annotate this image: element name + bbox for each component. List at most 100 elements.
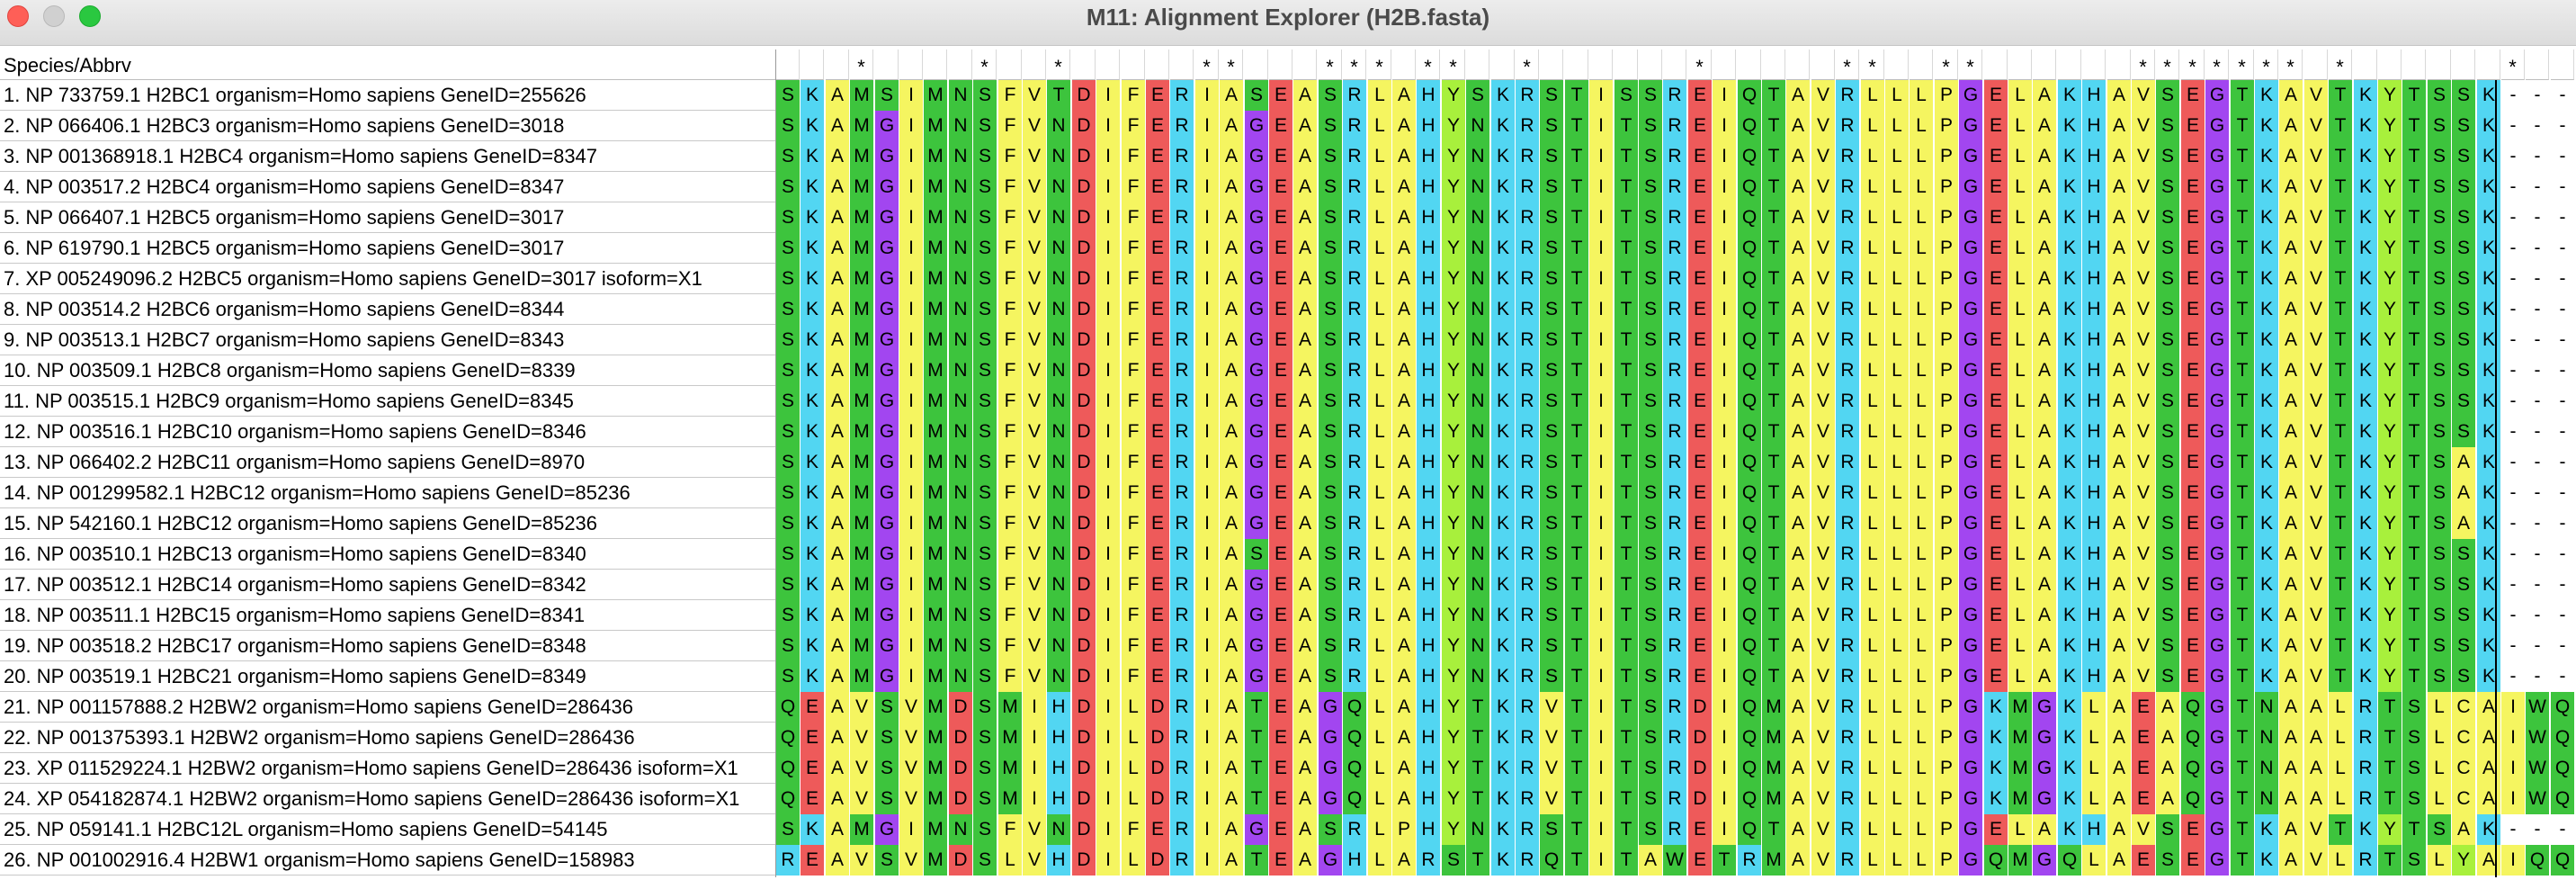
residue-cell[interactable]: I bbox=[899, 478, 923, 508]
residue-cell[interactable]: R bbox=[1516, 784, 1539, 814]
residue-cell[interactable]: L bbox=[1861, 233, 1884, 264]
residue-cell[interactable]: K bbox=[2354, 417, 2377, 447]
residue-cell[interactable]: I bbox=[1195, 386, 1219, 417]
residue-cell[interactable]: I bbox=[1195, 508, 1219, 539]
residue-cell[interactable]: P bbox=[1935, 478, 1958, 508]
residue-cell[interactable]: T bbox=[2329, 294, 2352, 325]
residue-cell[interactable]: I bbox=[899, 233, 923, 264]
residue-cell[interactable]: N bbox=[1466, 386, 1489, 417]
residue-cell[interactable]: T bbox=[1565, 325, 1588, 355]
residue-cell[interactable]: T bbox=[1614, 202, 1638, 233]
residue-cell[interactable]: S bbox=[1540, 417, 1563, 447]
residue-cell[interactable]: S bbox=[1639, 478, 1662, 508]
residue-cell[interactable]: - bbox=[2501, 600, 2525, 631]
residue-cell[interactable]: A bbox=[2033, 570, 2056, 600]
residue-cell[interactable]: K bbox=[2058, 355, 2081, 386]
residue-cell[interactable]: I bbox=[899, 570, 923, 600]
residue-cell[interactable]: S bbox=[1639, 111, 1662, 141]
residue-cell[interactable]: V bbox=[1811, 845, 1835, 876]
residue-cell[interactable]: T bbox=[2329, 202, 2352, 233]
residue-cell[interactable]: D bbox=[1072, 723, 1096, 753]
residue-cell[interactable]: S bbox=[2156, 233, 2179, 264]
residue-cell[interactable]: L bbox=[2008, 202, 2032, 233]
residue-cell[interactable]: N bbox=[1047, 478, 1070, 508]
residue-cell[interactable]: N bbox=[1466, 264, 1489, 294]
residue-cell[interactable]: - bbox=[2551, 600, 2574, 631]
residue-cell[interactable]: T bbox=[2378, 845, 2402, 876]
residue-cell[interactable]: K bbox=[801, 111, 824, 141]
residue-cell[interactable]: E bbox=[2132, 753, 2155, 784]
residue-cell[interactable]: Q bbox=[2551, 753, 2574, 784]
residue-cell[interactable]: E bbox=[1146, 141, 1169, 172]
residue-cell[interactable]: S bbox=[2156, 264, 2179, 294]
residue-cell[interactable]: Q bbox=[1540, 845, 1563, 876]
residue-cell[interactable]: S bbox=[2428, 202, 2451, 233]
residue-cell[interactable]: M bbox=[998, 723, 1022, 753]
residue-cell[interactable]: G bbox=[1245, 233, 1268, 264]
residue-cell[interactable]: F bbox=[998, 570, 1022, 600]
residue-cell[interactable]: E bbox=[1984, 80, 2008, 111]
sequence-name[interactable]: 21. NP 001157888.2 H2BW2 organism=Homo s… bbox=[0, 692, 775, 723]
residue-cell[interactable]: E bbox=[1269, 692, 1292, 723]
residue-cell[interactable]: A bbox=[1392, 386, 1416, 417]
residue-cell[interactable]: I bbox=[1096, 661, 1120, 692]
residue-cell[interactable]: R bbox=[2354, 692, 2377, 723]
residue-cell[interactable]: V bbox=[2304, 355, 2328, 386]
residue-cell[interactable]: Y bbox=[1442, 325, 1465, 355]
residue-cell[interactable]: M bbox=[924, 814, 947, 845]
residue-cell[interactable]: Q bbox=[1738, 723, 1761, 753]
residue-cell[interactable]: F bbox=[998, 386, 1022, 417]
residue-cell[interactable]: K bbox=[2058, 753, 2081, 784]
residue-cell[interactable]: K bbox=[801, 386, 824, 417]
residue-cell[interactable]: T bbox=[1614, 417, 1638, 447]
residue-cell[interactable]: K bbox=[2255, 631, 2278, 661]
residue-cell[interactable]: S bbox=[1245, 539, 1268, 570]
residue-cell[interactable]: I bbox=[1713, 570, 1736, 600]
residue-cell[interactable]: T bbox=[1713, 845, 1736, 876]
residue-cell[interactable]: R bbox=[1663, 355, 1686, 386]
residue-cell[interactable]: R bbox=[1516, 417, 1539, 447]
residue-cell[interactable]: G bbox=[2205, 172, 2229, 202]
close-window-button[interactable] bbox=[7, 5, 29, 27]
residue-cell[interactable]: - bbox=[2526, 172, 2549, 202]
residue-cell[interactable]: T bbox=[2329, 264, 2352, 294]
residue-cell[interactable]: R bbox=[1170, 539, 1194, 570]
residue-cell[interactable]: S bbox=[1319, 478, 1342, 508]
residue-cell[interactable]: S bbox=[973, 661, 997, 692]
residue-cell[interactable]: G bbox=[2205, 325, 2229, 355]
residue-cell[interactable]: H bbox=[2082, 539, 2106, 570]
residue-cell[interactable]: F bbox=[1122, 417, 1145, 447]
residue-cell[interactable]: A bbox=[1786, 508, 1810, 539]
residue-cell[interactable]: V bbox=[1540, 753, 1563, 784]
residue-cell[interactable]: T bbox=[2402, 233, 2426, 264]
residue-cell[interactable]: R bbox=[1836, 202, 1859, 233]
residue-cell[interactable]: R bbox=[1738, 845, 1761, 876]
residue-cell[interactable]: T bbox=[2329, 600, 2352, 631]
residue-cell[interactable]: A bbox=[1392, 692, 1416, 723]
residue-cell[interactable]: H bbox=[1417, 447, 1440, 478]
residue-cell[interactable]: V bbox=[2132, 325, 2155, 355]
residue-cell[interactable]: M bbox=[850, 111, 873, 141]
residue-cell[interactable]: I bbox=[1589, 723, 1613, 753]
residue-cell[interactable]: S bbox=[2156, 600, 2179, 631]
residue-cell[interactable]: S bbox=[1319, 294, 1342, 325]
residue-cell[interactable]: Y bbox=[2378, 386, 2402, 417]
residue-cell[interactable]: S bbox=[1319, 631, 1342, 661]
residue-cell[interactable]: L bbox=[1861, 692, 1884, 723]
residue-cell[interactable]: L bbox=[2329, 845, 2352, 876]
residue-cell[interactable]: K bbox=[2477, 539, 2500, 570]
residue-cell[interactable]: A bbox=[2107, 141, 2131, 172]
residue-cell[interactable]: S bbox=[2156, 325, 2179, 355]
residue-cell[interactable]: S bbox=[2452, 661, 2475, 692]
residue-cell[interactable]: S bbox=[776, 539, 800, 570]
residue-cell[interactable]: A bbox=[826, 723, 849, 753]
residue-cell[interactable]: V bbox=[2304, 141, 2328, 172]
residue-cell[interactable]: T bbox=[2231, 723, 2254, 753]
residue-cell[interactable]: G bbox=[1959, 141, 1982, 172]
residue-cell[interactable]: T bbox=[2402, 417, 2426, 447]
residue-cell[interactable]: V bbox=[1811, 570, 1835, 600]
residue-cell[interactable]: I bbox=[1096, 264, 1120, 294]
residue-cell[interactable]: - bbox=[2526, 111, 2549, 141]
residue-cell[interactable]: S bbox=[1639, 539, 1662, 570]
residue-cell[interactable]: - bbox=[2526, 141, 2549, 172]
